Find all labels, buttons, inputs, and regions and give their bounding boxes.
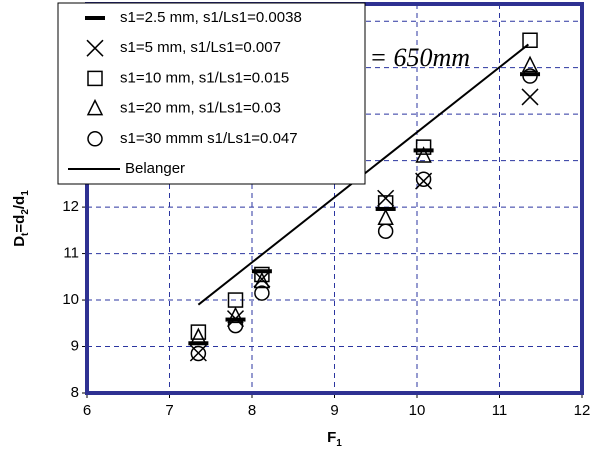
marker-circle (254, 285, 270, 301)
y-tick-label: 8 (71, 384, 79, 401)
y-axis-label-part: t (20, 232, 31, 236)
data-point (522, 32, 538, 49)
legend-box (57, 2, 366, 185)
y-tick-label: 12 (62, 198, 79, 215)
x-tick-label: 6 (83, 402, 91, 419)
marker-x (521, 88, 539, 106)
legend-label: s1=10 mm, s1/Ls1=0.015 (120, 69, 289, 86)
data-point (253, 271, 271, 289)
data-point (415, 139, 432, 155)
data-point (251, 269, 272, 274)
data-point (415, 146, 432, 163)
marker-square (415, 139, 432, 155)
data-point (254, 266, 270, 283)
x-axis-label: F1 (327, 429, 342, 449)
data-point (521, 55, 539, 73)
marker-circle (415, 171, 432, 187)
marker-dash (251, 269, 272, 274)
data-point (521, 88, 539, 106)
data-point (520, 72, 541, 77)
x-tick-label: 9 (330, 402, 338, 419)
marker-x (377, 189, 395, 207)
legend-label: s1=2.5 mm, s1/Ls1=0.0038 (120, 9, 302, 26)
marker-circle (227, 317, 244, 334)
x-axis-label-part: 1 (336, 438, 342, 449)
x-axis-label-part: F (327, 429, 336, 446)
marker-dash (520, 72, 541, 77)
data-point (413, 148, 434, 153)
marker-circle (522, 68, 538, 84)
legend-label: s1=5 mm, s1/Ls1=0.007 (120, 39, 281, 56)
x-tick-label: 7 (165, 402, 173, 419)
data-point (190, 327, 207, 344)
marker-square (522, 32, 538, 49)
marker-triangle (415, 146, 432, 163)
marker-triangle (521, 55, 539, 73)
marker-circle (190, 345, 207, 362)
data-point (415, 171, 432, 187)
y-axis-label-part: 2 (20, 209, 31, 215)
data-point (190, 345, 207, 362)
legend: s1=2.5 mm, s1/Ls1=0.0038 s1=5 mm, s1/Ls1=… (57, 2, 366, 185)
data-point (190, 324, 207, 340)
data-point (377, 208, 394, 226)
legend-label: Belanger (125, 160, 185, 177)
y-axis-label: Dt=d2/d1 (11, 190, 31, 247)
y-axis-label-part: D (11, 236, 28, 247)
marker-square (190, 324, 207, 340)
y-tick-label: 11 (63, 245, 79, 262)
x-tick-label: 12 (574, 402, 591, 419)
marker-circle (87, 131, 103, 147)
y-axis-label-part: 1 (20, 190, 31, 196)
marker-square (254, 266, 270, 283)
marker-circle (377, 223, 394, 240)
marker-triangle (86, 98, 104, 116)
x-tick-label: 11 (492, 402, 508, 419)
data-point (254, 285, 270, 301)
x-tick-label: 8 (248, 402, 256, 419)
annotation-part: = 650mm (369, 43, 470, 72)
data-point (227, 306, 244, 324)
marker-square (87, 70, 103, 87)
marker-triangle (190, 327, 207, 344)
marker-dash (413, 148, 434, 153)
marker-dash (85, 16, 105, 20)
legend-label: s1=20 mm, s1/Ls1=0.03 (120, 100, 281, 117)
y-tick-label: 10 (62, 291, 79, 308)
marker-triangle (227, 306, 244, 324)
y-tick-label: 9 (71, 337, 79, 354)
y-axis-label-part: =d (11, 215, 28, 233)
marker-triangle (253, 271, 271, 289)
data-point (377, 223, 394, 240)
x-tick-label: 10 (409, 402, 426, 419)
legend-label: s1=30 mmm s1/Ls1=0.047 (120, 130, 298, 147)
marker-x (86, 39, 104, 57)
marker-triangle (377, 208, 394, 226)
data-point (522, 68, 538, 84)
y-axis-label-part: /d (11, 196, 28, 209)
data-point (377, 189, 395, 207)
data-point (227, 317, 244, 334)
